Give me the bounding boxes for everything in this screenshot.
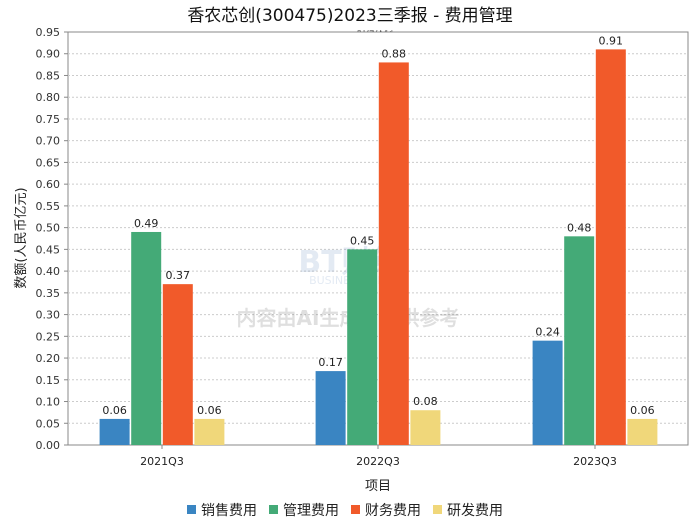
data-label: 0.24 bbox=[535, 326, 560, 339]
y-tick-label: 0.55 bbox=[36, 200, 61, 213]
data-label: 0.91 bbox=[599, 34, 624, 47]
y-tick-label: 0.00 bbox=[36, 439, 61, 452]
y-tick-label: 0.10 bbox=[36, 396, 61, 409]
y-tick-label: 0.20 bbox=[36, 352, 61, 365]
legend-label: 管理费用 bbox=[283, 503, 339, 519]
y-tick-label: 0.85 bbox=[36, 69, 61, 82]
data-label: 0.88 bbox=[382, 47, 407, 60]
y-tick-label: 0.25 bbox=[36, 330, 61, 343]
bar bbox=[315, 371, 346, 445]
x-tick-label: 2022Q3 bbox=[356, 455, 400, 468]
x-tick-label: 2023Q3 bbox=[573, 455, 617, 468]
bar bbox=[99, 418, 130, 445]
y-tick-label: 0.40 bbox=[36, 265, 61, 278]
x-axis-label: 项目 bbox=[365, 479, 391, 494]
data-label: 0.45 bbox=[350, 234, 375, 247]
legend-swatch bbox=[269, 505, 278, 514]
legend-label: 研发费用 bbox=[447, 503, 503, 519]
data-label: 0.08 bbox=[413, 395, 438, 408]
data-label: 0.06 bbox=[102, 404, 127, 417]
y-tick-label: 0.75 bbox=[36, 113, 61, 126]
data-label: 0.17 bbox=[318, 356, 343, 369]
data-label: 0.48 bbox=[567, 221, 592, 234]
y-tick-label: 0.70 bbox=[36, 135, 61, 148]
data-label: 0.06 bbox=[630, 404, 655, 417]
x-tick-label: 2021Q3 bbox=[140, 455, 184, 468]
bar bbox=[564, 236, 595, 445]
bar bbox=[131, 231, 162, 445]
data-label: 0.49 bbox=[134, 217, 159, 230]
legend-label: 销售费用 bbox=[201, 503, 257, 519]
bar bbox=[378, 62, 409, 445]
bar bbox=[162, 284, 193, 445]
bar bbox=[410, 410, 441, 445]
y-tick-label: 0.95 bbox=[36, 26, 61, 39]
legend-swatch bbox=[351, 505, 360, 514]
bar bbox=[595, 49, 626, 446]
bar bbox=[532, 340, 563, 445]
chart-title: 香农芯创(300475)2023三季报 - 费用管理 bbox=[187, 6, 512, 26]
y-tick-label: 0.90 bbox=[36, 48, 61, 61]
y-tick-label: 0.35 bbox=[36, 287, 61, 300]
y-tick-label: 0.50 bbox=[36, 222, 61, 235]
y-tick-label: 0.15 bbox=[36, 374, 61, 387]
bar bbox=[194, 418, 225, 445]
legend-swatch bbox=[433, 505, 442, 514]
bar bbox=[627, 418, 658, 445]
y-tick-label: 0.65 bbox=[36, 156, 61, 169]
bar bbox=[347, 249, 378, 445]
y-tick-label: 0.80 bbox=[36, 91, 61, 104]
data-label: 0.37 bbox=[166, 269, 191, 282]
y-tick-label: 0.30 bbox=[36, 309, 61, 322]
y-tick-label: 0.60 bbox=[36, 178, 61, 191]
legend-label: 财务费用 bbox=[365, 503, 421, 519]
y-tick-label: 0.05 bbox=[36, 417, 61, 430]
y-axis-label: 数额(人民币亿元) bbox=[14, 187, 29, 288]
y-tick-label: 0.45 bbox=[36, 243, 61, 256]
legend-swatch bbox=[187, 505, 196, 514]
data-label: 0.06 bbox=[197, 404, 222, 417]
